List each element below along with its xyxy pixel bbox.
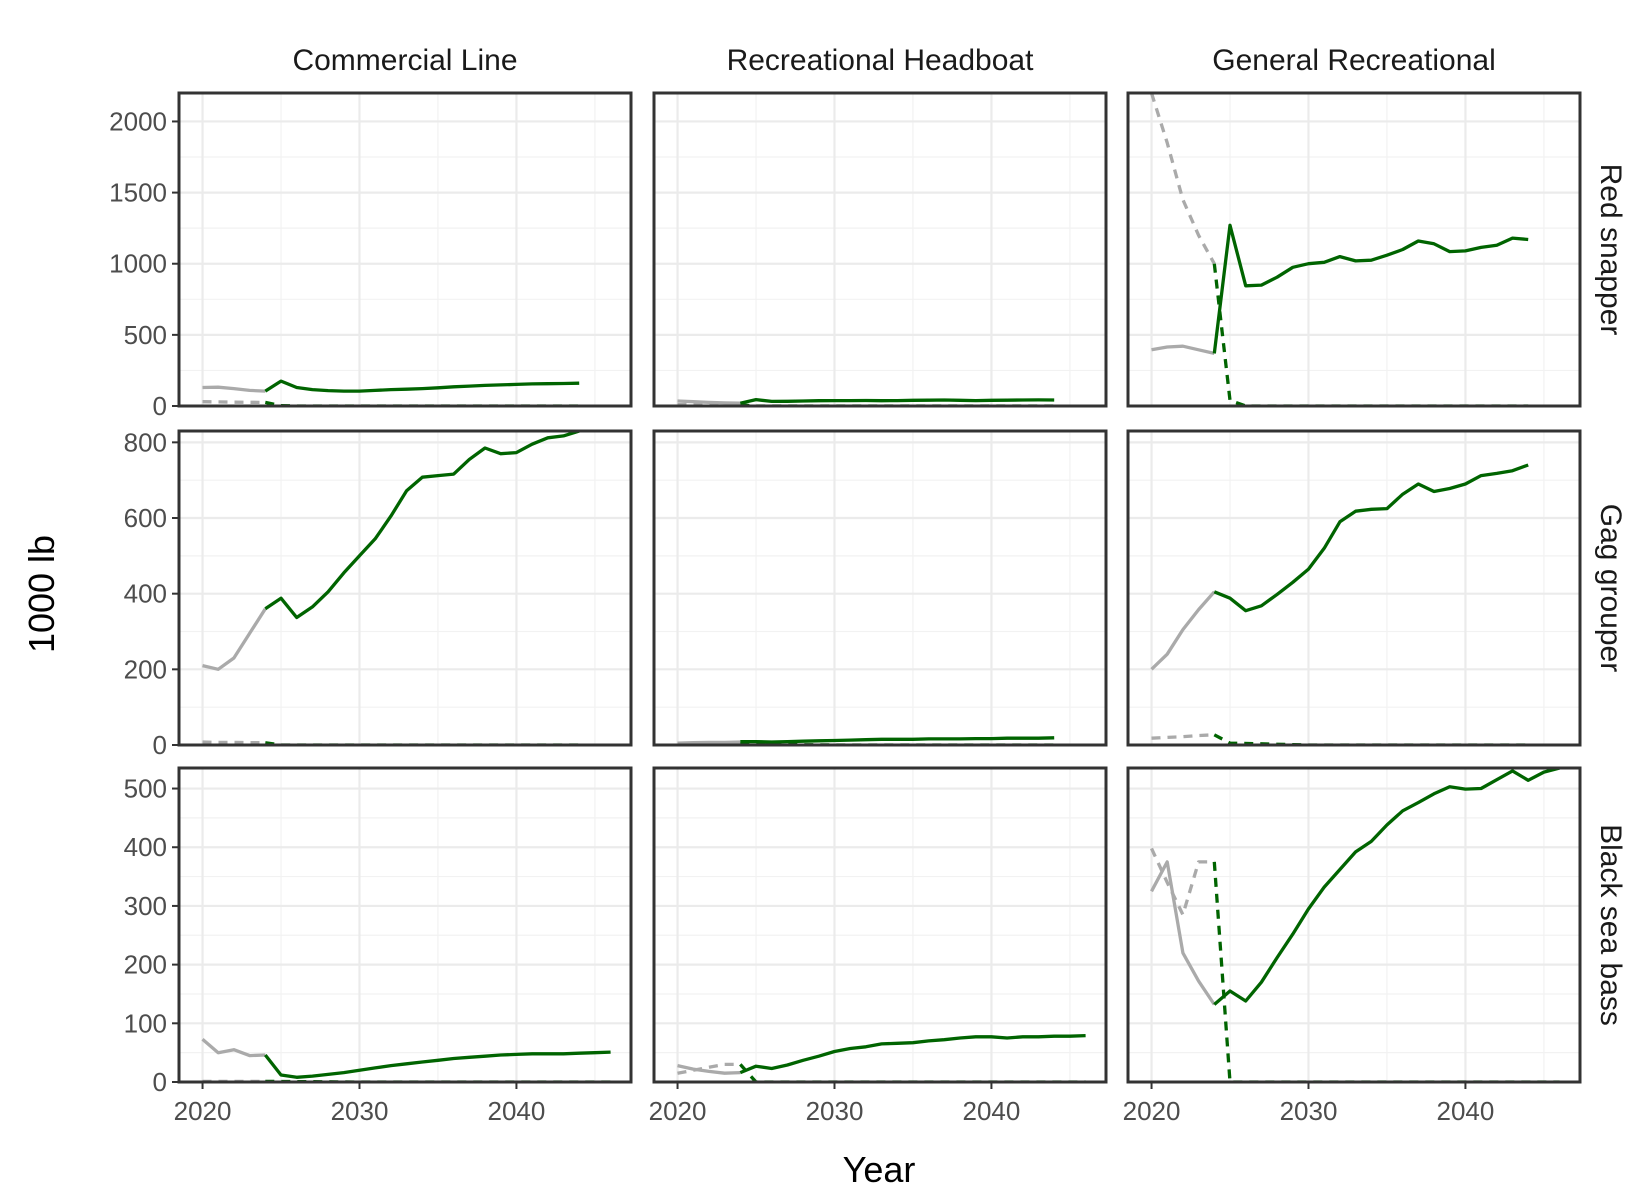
panel-red-snapper-commercial-line: 0 500 1000 1500 2000	[109, 91, 633, 421]
panel-black-sea-bass-commercial-line: 0 100 200 300 400 500 2020 2030 2040	[124, 766, 633, 1126]
panel-gag-grouper-recreational-headboat	[652, 429, 1108, 747]
series-line-history-solid	[677, 399, 741, 405]
panels-layer: 0 500 1000 1500 2000 0 200 400 600 800 0 100 200 300 4…	[109, 91, 1582, 1126]
series-line-history-dashed	[1149, 93, 1216, 265]
series-line-projection-dashed	[1213, 733, 1529, 745]
panel-border	[1126, 766, 1582, 1084]
series-line-projection-solid	[1213, 463, 1529, 613]
series-line-projection-solid	[1212, 223, 1529, 354]
series-line-history-dashed	[677, 1062, 741, 1075]
panel-border	[1126, 429, 1582, 747]
panel-border	[652, 91, 1108, 408]
panel-red-snapper-general-recreational	[1126, 91, 1582, 408]
column-strip-recreational-headboat: Recreational Headboat	[727, 44, 1035, 77]
panel-grid	[1128, 93, 1580, 406]
x-tick-label: 2020	[649, 1096, 707, 1126]
panel-grid	[179, 768, 631, 1082]
series-line-history-solid	[1150, 590, 1216, 671]
series-line-history-dashed	[202, 400, 266, 405]
panel-red-snapper-recreational-headboat	[652, 91, 1108, 408]
labels-layer: Year 1000 lb Commercial Line Recreational…	[21, 44, 1627, 1190]
panel-series	[1150, 768, 1561, 1082]
series-line-history-solid	[677, 1063, 741, 1075]
panel-black-sea-bass-general-recreational: 2020 2030 2040	[1123, 766, 1582, 1126]
panel-black-sea-bass-recreational-headboat: 2020 2030 2040	[649, 766, 1108, 1126]
y-tick-label: 200	[124, 950, 167, 980]
y-tick-label: 400	[124, 832, 167, 862]
panel-grid	[654, 93, 1106, 406]
row-strip-black-sea-bass: Black sea bass	[1594, 824, 1627, 1026]
series-line-history-solid	[1150, 860, 1216, 1006]
panel-border	[1126, 91, 1582, 408]
column-strip-general-recreational: General Recreational	[1212, 44, 1496, 77]
panel-series	[1149, 93, 1529, 406]
column-strip-commercial-line: Commercial Line	[292, 44, 517, 77]
series-line-projection-solid	[1213, 768, 1561, 1006]
series-line-history-dashed	[1151, 733, 1215, 740]
y-tick-label: 400	[124, 579, 167, 609]
series-line-history-dashed	[1150, 847, 1215, 917]
y-tick-label: 200	[124, 654, 167, 684]
panel-series	[202, 379, 580, 406]
series-line-projection-solid	[264, 431, 580, 620]
x-tick-label: 2040	[488, 1096, 546, 1126]
y-tick-label: 500	[124, 320, 167, 350]
series-line-history-solid	[202, 385, 266, 393]
x-tick-label: 2030	[331, 1096, 389, 1126]
x-axis-title: Year	[843, 1149, 916, 1190]
y-tick-label: 100	[124, 1008, 167, 1038]
x-tick-label: 2020	[174, 1096, 232, 1126]
panel-gag-grouper-commercial-line: 0 200 400 600 800	[124, 427, 633, 760]
panel-series	[1150, 463, 1529, 745]
y-tick-label: 600	[124, 503, 167, 533]
x-tick-label: 2020	[1123, 1096, 1181, 1126]
series-line-projection-solid	[264, 379, 580, 393]
series-line-projection-solid	[739, 1033, 1086, 1075]
x-tick-label: 2040	[963, 1096, 1021, 1126]
row-strip-gag-grouper: Gag grouper	[1594, 504, 1627, 672]
y-tick-label: 1000	[109, 249, 167, 279]
series-line-history-dashed	[202, 740, 266, 745]
panel-grid	[654, 431, 1106, 745]
panel-grid	[1128, 768, 1580, 1082]
panel-series	[677, 1033, 1086, 1082]
panel-grid	[1128, 431, 1580, 745]
y-tick-label: 2000	[109, 106, 167, 136]
series-line-history-solid	[201, 1037, 266, 1058]
x-tick-label: 2030	[1280, 1096, 1338, 1126]
y-tick-label: 300	[124, 891, 167, 921]
series-line-projection-dashed	[1212, 861, 1560, 1082]
series-line-history-solid	[1151, 344, 1215, 356]
series-line-history-solid	[677, 740, 741, 745]
row-strip-red-snapper: Red snapper	[1594, 164, 1627, 336]
y-tick-label: 0	[153, 1067, 167, 1097]
panel-border	[652, 766, 1108, 1084]
x-tick-label: 2040	[1437, 1096, 1495, 1126]
y-axis-title: 1000 lb	[21, 535, 62, 653]
x-tick-label: 2030	[806, 1096, 864, 1126]
panel-border	[177, 91, 633, 408]
series-line-projection-solid	[264, 1050, 611, 1079]
panel-series	[202, 431, 580, 745]
y-tick-label: 0	[153, 391, 167, 421]
panel-grid	[179, 431, 631, 745]
panel-border	[652, 429, 1108, 747]
y-tick-label: 1500	[109, 178, 167, 208]
panel-series	[201, 1037, 611, 1082]
y-tick-label: 0	[153, 730, 167, 760]
y-tick-label: 500	[124, 774, 167, 804]
panel-gag-grouper-general-recreational	[1126, 429, 1582, 747]
panel-border	[177, 429, 633, 747]
series-line-history-solid	[202, 607, 267, 671]
panel-grid	[179, 93, 631, 406]
panel-grid	[654, 768, 1106, 1082]
series-line-projection-solid	[740, 736, 1055, 744]
panel-border	[177, 766, 633, 1084]
series-line-projection-solid	[739, 397, 1055, 405]
y-tick-label: 800	[124, 427, 167, 457]
